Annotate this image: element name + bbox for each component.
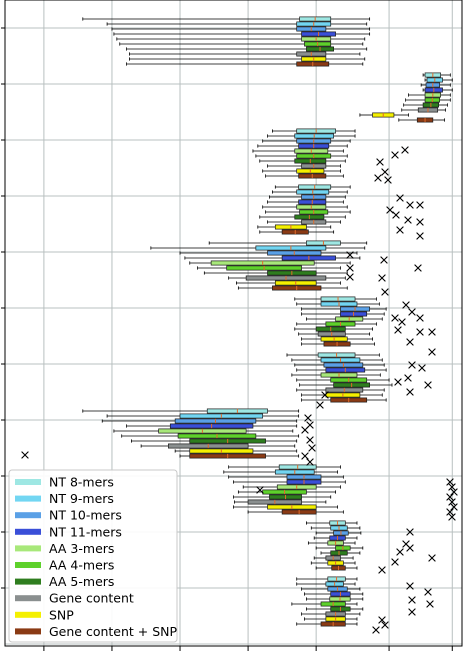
outlier-marker [301,452,309,460]
outlier-marker [408,308,416,316]
outlier-marker [391,314,399,322]
legend-swatch [15,528,41,535]
outlier-marker [394,326,402,334]
outlier-marker [308,444,316,452]
outlier-marker [378,566,386,574]
outlier-marker [378,274,386,282]
outlier-marker [446,493,454,501]
legend-swatch [15,512,41,519]
legend-label: NT 11-mers [49,524,122,539]
outlier-marker [416,314,424,322]
outlier-marker [406,528,414,536]
outlier-marker [380,256,388,264]
outlier-marker [406,388,414,396]
legend-label: Gene content [49,591,134,606]
outlier-marker [306,458,314,466]
outlier-marker [391,558,399,566]
outlier-marker [418,364,426,372]
outlier-marker [450,503,458,511]
outlier-marker [416,328,424,336]
legend-label: AA 5-mers [49,574,114,589]
outlier-marker [346,251,354,259]
outlier-marker [406,544,414,552]
outlier-marker [396,226,404,234]
outlier-marker [378,616,386,624]
outlier-marker [416,232,424,240]
outlier-marker [408,608,416,616]
plot-border [4,0,463,647]
outlier-marker [398,318,406,326]
outlier-marker [381,621,389,629]
outlier-marker [381,288,389,296]
outlier-marker [446,508,454,516]
outlier-marker [21,451,29,459]
outlier-marker [404,216,412,224]
outlier-marker [416,201,424,209]
outlier-marker [384,176,392,184]
grid-lines [5,0,462,646]
outlier-marker [304,414,312,422]
legend-label: NT 8-mers [49,475,114,490]
legend-swatch [15,562,41,568]
plot-frame [1,0,463,651]
outlier-marker [424,381,432,389]
outlier-marker [426,600,434,608]
outlier-marker [448,483,456,491]
outlier-marker [406,201,414,209]
legend-swatch [15,479,41,485]
outlier-marker [306,436,314,444]
outlier-marker [401,146,409,154]
outlier-marker [321,391,329,399]
legend-box [8,469,178,643]
outlier-marker [428,348,436,356]
outlier-marker [416,218,424,226]
outlier-marker [301,426,309,434]
outlier-marker [428,554,436,562]
legend-swatch [15,595,41,602]
outlier-marker [406,338,414,346]
outlier-marker [346,273,354,281]
legend-label: NT 10-mers [49,508,122,523]
legend-swatch [15,611,41,618]
outlier-marker [396,194,404,202]
outlier-marker [450,488,458,496]
legend-swatch [15,545,41,552]
outlier-marker [448,513,456,521]
outlier-marker [392,211,400,219]
outlier-marker [408,596,416,604]
outlier-marker [346,264,354,272]
outlier-marker [428,328,436,336]
legend-label: NT 9-mers [49,491,114,506]
outlier-marker [414,264,422,272]
outlier-marker [394,378,402,386]
outlier-marker [424,588,432,596]
legend-swatch [15,495,41,502]
legend-label: SNP [49,607,74,622]
legend-label: Gene content + SNP [49,624,178,639]
outlier-marker [396,548,404,556]
legend-swatch [15,628,41,635]
outlier-marker [446,478,454,486]
outlier-marker [256,486,264,494]
outlier-marker [376,158,384,166]
outlier-marker [406,582,414,590]
outlier-marker [374,174,382,182]
outlier-marker [386,206,394,214]
outlier-marker [402,301,410,309]
legend-swatch [15,578,41,585]
outlier-marker [381,168,389,176]
legend-label: AA 4-mers [49,558,114,573]
outlier-marker [316,401,324,409]
outlier-marker [448,498,456,506]
outlier-marker [372,626,380,634]
outlier-marker [404,374,412,382]
box-series [82,16,453,627]
legend-label: AA 3-mers [49,541,114,556]
outlier-marker [391,151,399,159]
outlier-markers [21,146,458,634]
outlier-marker [408,361,416,369]
